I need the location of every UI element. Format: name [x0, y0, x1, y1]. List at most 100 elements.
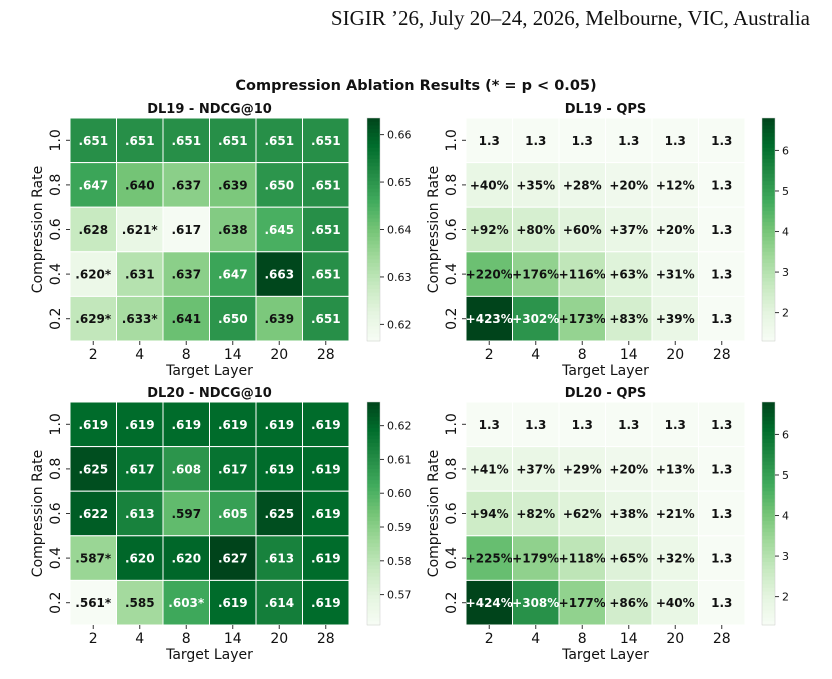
y-tick-label: 0.6 [48, 502, 64, 524]
colorbar-segment [367, 311, 380, 316]
cell-label: .619 [218, 418, 248, 432]
colorbar-tick-label: 6 [782, 428, 789, 441]
heatmap-cell [302, 446, 350, 492]
cell-label: +28% [563, 178, 602, 192]
cell-label: .597 [171, 507, 201, 521]
colorbar-segment [367, 405, 380, 411]
cell-label: .617 [125, 462, 155, 476]
colorbar-segment [762, 184, 775, 190]
cell-label: +86% [609, 596, 648, 610]
colorbar-segment [762, 457, 775, 463]
colorbar-segment [762, 606, 775, 611]
colorbar-tick-label: 4 [782, 510, 789, 523]
colorbar-segment [762, 210, 775, 216]
colorbar-segment [367, 277, 380, 283]
colorbar-segment [762, 277, 775, 283]
heatmap-cell [116, 535, 164, 581]
colorbar-segment [367, 262, 380, 268]
cell-label: .628 [78, 223, 108, 237]
colorbar-segment [367, 144, 380, 149]
heatmap-cell [302, 162, 350, 208]
colorbar-segment [762, 576, 775, 581]
cell-label: 1.3 [572, 134, 593, 148]
heatmap-cell [651, 401, 699, 448]
colorbar-segment [367, 303, 380, 309]
colorbar-segment [762, 424, 775, 429]
colorbar-segment [367, 606, 380, 611]
colorbar-tick-label: 0.65 [387, 176, 412, 189]
cell-label: .637 [171, 178, 201, 192]
y-axis-label: Compression Rate [30, 450, 46, 577]
colorbar-segment [367, 229, 380, 234]
heatmap-cell [698, 490, 746, 537]
heatmap-cell [116, 295, 164, 342]
heatmap-cell [698, 162, 746, 208]
x-tick-label: 2 [89, 631, 98, 647]
colorbar-segment [367, 554, 380, 559]
x-axis-label: Target Layer [165, 363, 253, 379]
colorbar-segment [762, 598, 775, 604]
colorbar-segment [762, 491, 775, 496]
colorbar-segment [367, 259, 380, 264]
cell-label: .663 [264, 268, 294, 282]
heatmap-cell [465, 206, 513, 253]
heatmap-cell [512, 446, 560, 492]
colorbar-segment [367, 203, 380, 208]
colorbar-tick-label: 6 [782, 144, 789, 157]
cell-label: 1.3 [711, 507, 732, 521]
cell-label: +94% [470, 507, 509, 521]
cell-label: +80% [516, 223, 555, 237]
colorbar-segment [367, 136, 380, 141]
cell-label: 1.3 [618, 134, 639, 148]
colorbar-segment [367, 266, 380, 271]
colorbar-frame [366, 401, 381, 626]
colorbar-segment [762, 416, 775, 422]
colorbar-segment [367, 584, 380, 589]
colorbar-tick-label: 0.57 [387, 589, 412, 602]
colorbar-segment [367, 251, 380, 257]
colorbar-segment [367, 240, 380, 245]
heatmap-cell [255, 295, 303, 342]
colorbar-segment [762, 244, 775, 249]
colorbar-segment [367, 158, 380, 164]
heatmap-cell [605, 401, 653, 448]
colorbar-segment [762, 314, 775, 320]
heatmap-cell [209, 579, 257, 626]
heatmap-cell [558, 251, 606, 297]
cell-label: .561* [75, 596, 112, 610]
colorbar-segment [367, 402, 380, 407]
panel-title: DL19 - QPS [565, 102, 647, 117]
cell-label: +62% [563, 507, 602, 521]
cell-label: .619 [311, 418, 341, 432]
cell-label: 1.3 [711, 223, 732, 237]
heatmap-cell [302, 295, 350, 342]
x-tick-label: 8 [182, 347, 191, 363]
colorbar-segment [367, 236, 380, 242]
cell-label: .619 [311, 462, 341, 476]
colorbar-segment [367, 296, 380, 301]
cell-label: +220% [466, 268, 513, 282]
cell-label: 1.3 [665, 134, 686, 148]
colorbar-segment [762, 465, 775, 470]
x-tick-label: 14 [620, 631, 638, 647]
colorbar-segment [367, 233, 380, 238]
x-axis-label: Target Layer [561, 647, 649, 663]
colorbar-segment [762, 565, 775, 570]
colorbar-segment [367, 461, 380, 466]
colorbar-segment [367, 546, 380, 552]
colorbar-segment [367, 281, 380, 286]
cell-label: .585 [125, 596, 155, 610]
colorbar-segment [367, 535, 380, 541]
colorbar-tick-label: 5 [782, 185, 789, 198]
colorbar-segment [367, 558, 380, 563]
cell-label: .629* [75, 312, 112, 326]
colorbar-segment [367, 288, 380, 294]
colorbar-tick-label: 3 [782, 266, 789, 279]
heatmap-cell [465, 579, 513, 626]
colorbar-segment [762, 188, 775, 193]
colorbar-segment [762, 431, 775, 437]
colorbar-segment [762, 587, 775, 593]
colorbar-segment [762, 225, 775, 231]
colorbar-segment [367, 329, 380, 335]
x-axis-label: Target Layer [561, 363, 649, 379]
